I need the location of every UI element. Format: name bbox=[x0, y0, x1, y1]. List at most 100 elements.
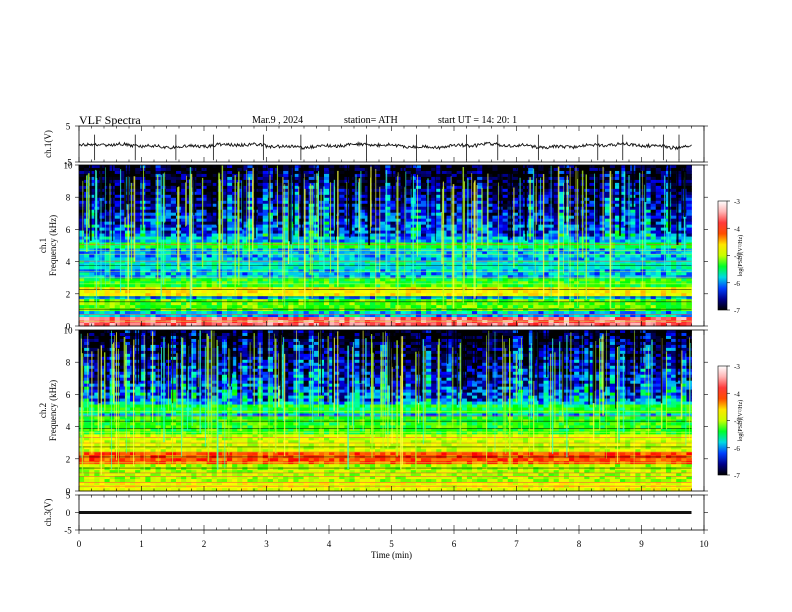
ch1-spectrogram-cell bbox=[257, 206, 264, 211]
ch1-spectrogram-cell bbox=[140, 242, 146, 246]
ch1-spectrogram-cell bbox=[344, 284, 350, 288]
ch1-spectrogram-cell bbox=[599, 233, 606, 237]
ch1-spectrogram-cell bbox=[303, 176, 310, 181]
ch1-spectrogram-cell bbox=[456, 188, 463, 193]
ch1-spectrogram-cell bbox=[206, 209, 213, 214]
ch1-spectrogram-cell bbox=[278, 224, 284, 229]
ch1-spectrogram-cell bbox=[201, 185, 207, 190]
ch1-spectrogram-cell bbox=[349, 269, 356, 273]
ch1-spectrogram-cell bbox=[614, 245, 621, 249]
ch1-spectrogram-cell bbox=[221, 245, 228, 249]
ch1-spectrogram-cell bbox=[594, 272, 601, 276]
ch1-spectrogram-cell bbox=[558, 281, 565, 285]
ch1-spectrogram-cell bbox=[201, 272, 207, 276]
ch1-spectrogram-cell bbox=[324, 227, 330, 231]
ch1-spectrogram-cell bbox=[89, 260, 95, 264]
ch1-spectrogram-cell bbox=[130, 203, 136, 208]
ch1-spectrogram-cell bbox=[201, 206, 207, 211]
ch1-spectrogram-cell bbox=[538, 245, 544, 249]
ch1-spectrogram-cell bbox=[589, 266, 595, 270]
ch1-spectrogram-cell bbox=[400, 203, 407, 208]
ch1-spectrogram-cell bbox=[584, 194, 590, 199]
ch1-spectrogram-cell bbox=[354, 260, 361, 264]
ch1-spectrogram-cell bbox=[359, 236, 366, 240]
ch1-spectrogram-cell bbox=[89, 272, 95, 276]
ch1-spectrogram-cell bbox=[604, 242, 611, 246]
ch1-spectrogram-cell bbox=[206, 165, 213, 169]
ch1-spectrogram-cell bbox=[257, 278, 264, 282]
ch1-spectrogram-cell bbox=[431, 173, 437, 178]
ch1-spectrogram-cell bbox=[625, 218, 631, 223]
ch1-spectrogram-cell bbox=[196, 266, 202, 270]
ch1-spectrogram-cell bbox=[99, 212, 105, 217]
ch1-spectrogram-cell bbox=[99, 242, 105, 246]
ch1-spectrogram-cell bbox=[472, 170, 478, 175]
ch1-spectrogram-cell bbox=[574, 191, 580, 196]
ch1-spectrogram-cell bbox=[262, 182, 269, 187]
ch1-spectrogram-cell bbox=[257, 194, 264, 199]
ch1-spectrogram-cell bbox=[170, 287, 177, 291]
ch1-spectrogram-cell bbox=[318, 173, 325, 178]
ch1-spectrogram-cell bbox=[517, 281, 524, 285]
ch1-spectrogram-cell bbox=[303, 257, 310, 261]
ch1-spectrogram-cell bbox=[150, 182, 156, 187]
ch1-spectrogram-cell bbox=[349, 266, 356, 270]
ch1-spectrogram-cell bbox=[655, 257, 662, 261]
ch1-spectrogram-cell bbox=[400, 215, 407, 220]
ch1-spectrogram-cell bbox=[579, 272, 585, 276]
ch1-spectrogram-cell bbox=[313, 287, 320, 291]
ch1-spectrogram-cell bbox=[119, 191, 126, 196]
ch1-spectrogram-cell bbox=[114, 188, 121, 193]
ch1-spectrogram-cell bbox=[574, 230, 580, 234]
ch1-spectrogram-cell bbox=[477, 185, 483, 190]
ch1-spectrogram-cell bbox=[574, 165, 580, 169]
ch1-spectrogram-cell bbox=[196, 284, 202, 288]
ch1-spectrogram-cell bbox=[645, 188, 652, 193]
ch1-spectrogram-cell bbox=[114, 191, 121, 196]
ch1-spectrogram-cell bbox=[191, 281, 197, 285]
ch1-spectrogram-cell bbox=[354, 206, 361, 211]
ch1-spectrogram-cell bbox=[262, 203, 269, 208]
ch1-spectrogram-cell bbox=[640, 165, 646, 169]
ch1-spectrogram-cell bbox=[354, 182, 361, 187]
ch1-spectrogram-cell bbox=[528, 209, 534, 214]
ch1-spectrogram-cell bbox=[329, 218, 335, 223]
ch1-spectrogram-cell bbox=[283, 209, 289, 214]
ch1-spectrogram-cell bbox=[563, 170, 570, 175]
ch1-spectrogram-cell bbox=[170, 203, 177, 208]
ch1-spectrogram-cell bbox=[181, 218, 187, 223]
ch1-spectrogram-cell bbox=[569, 272, 575, 276]
ch1-spectrogram-cell bbox=[390, 191, 396, 196]
ch1-spectrogram-cell bbox=[569, 221, 575, 226]
ch1-spectrogram-cell bbox=[390, 188, 396, 193]
ch1-spectrogram-cell bbox=[145, 185, 151, 190]
ch1-spectrogram-cell bbox=[635, 278, 641, 282]
ch1-spectrogram-cell bbox=[579, 260, 585, 264]
ch1-spectrogram-cell bbox=[247, 281, 253, 285]
ch1-spectrogram-cell bbox=[456, 269, 463, 273]
ch1-spectrogram-cell bbox=[119, 287, 126, 291]
ch1-spectrogram-cell bbox=[640, 188, 646, 193]
ch1-spectrogram-cell bbox=[497, 230, 504, 234]
ch1-spectrogram-cell bbox=[267, 269, 274, 273]
ch1-spectrogram-cell bbox=[308, 263, 315, 267]
ch1-spectrogram-cell bbox=[99, 203, 105, 208]
ch1-spectrogram-cell bbox=[283, 194, 289, 199]
ch1-spectrogram-cell bbox=[247, 284, 253, 288]
ch1-spectrogram-cell bbox=[329, 212, 335, 217]
ch1-spectrogram-cell bbox=[349, 191, 356, 196]
ch1-spectrogram-cell bbox=[380, 200, 386, 205]
ch1-spectrogram-cell bbox=[211, 263, 218, 267]
ch1-spectrogram-cell bbox=[293, 191, 299, 196]
ch1-spectrogram-cell bbox=[660, 194, 667, 199]
ch1-spectrogram-cell bbox=[354, 200, 361, 205]
ch1-spectrogram-cell bbox=[313, 260, 320, 264]
ch1-spectrogram-cell bbox=[349, 182, 356, 187]
ch1-spectrogram-cell bbox=[671, 233, 677, 237]
ch1-spectrogram-cell bbox=[686, 263, 692, 267]
ch1-spectrogram-cell bbox=[359, 179, 366, 184]
ch1-spectrogram-cell bbox=[130, 254, 136, 258]
ch1-spectrogram-cell bbox=[558, 269, 565, 273]
ch1-spectrogram-cell bbox=[390, 165, 396, 169]
ch1-spectrogram-cell bbox=[466, 197, 473, 202]
